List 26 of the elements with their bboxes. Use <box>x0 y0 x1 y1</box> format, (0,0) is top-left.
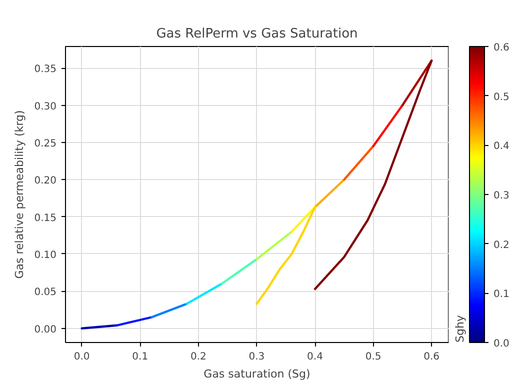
y-tick-label: 0.35 <box>34 64 56 76</box>
color-bar-label: 0.2 <box>494 240 510 251</box>
color-bar-label: 0.6 <box>494 42 510 54</box>
color-bar-label: 0.0 <box>494 338 510 350</box>
chart-title: Gas RelPerm vs Gas Saturation <box>156 26 358 42</box>
y-tick-label: 0.05 <box>34 287 56 298</box>
color-bar-title: Sghy <box>454 314 466 342</box>
y-tick-label: 0.00 <box>34 324 56 336</box>
y-tick-label: 0.20 <box>34 176 56 187</box>
x-tick-label: 0.2 <box>190 352 206 362</box>
x-axis-title: Gas saturation (Sg) <box>204 368 310 380</box>
color-bar-label: 0.4 <box>494 141 510 152</box>
x-tick-label: 0.4 <box>307 352 323 362</box>
x-tick-label: 0.0 <box>74 352 90 362</box>
color-bar-label: 0.1 <box>494 289 510 300</box>
x-tick-label: 0.1 <box>132 352 148 362</box>
y-tick-label: 0.25 <box>34 138 56 150</box>
color-bar-label: 0.3 <box>494 190 510 202</box>
y-tick-label: 0.10 <box>34 250 56 261</box>
x-tick-label: 0.5 <box>365 352 382 362</box>
y-axis-title: Gas relative permeability (krg) <box>13 110 26 279</box>
color-bar-label: 0.5 <box>494 92 510 103</box>
y-tick-label: 0.30 <box>34 101 56 112</box>
x-tick-label: 0.3 <box>248 352 265 362</box>
y-tick-label: 0.15 <box>34 212 56 224</box>
x-tick-label: 0.6 <box>424 352 440 362</box>
